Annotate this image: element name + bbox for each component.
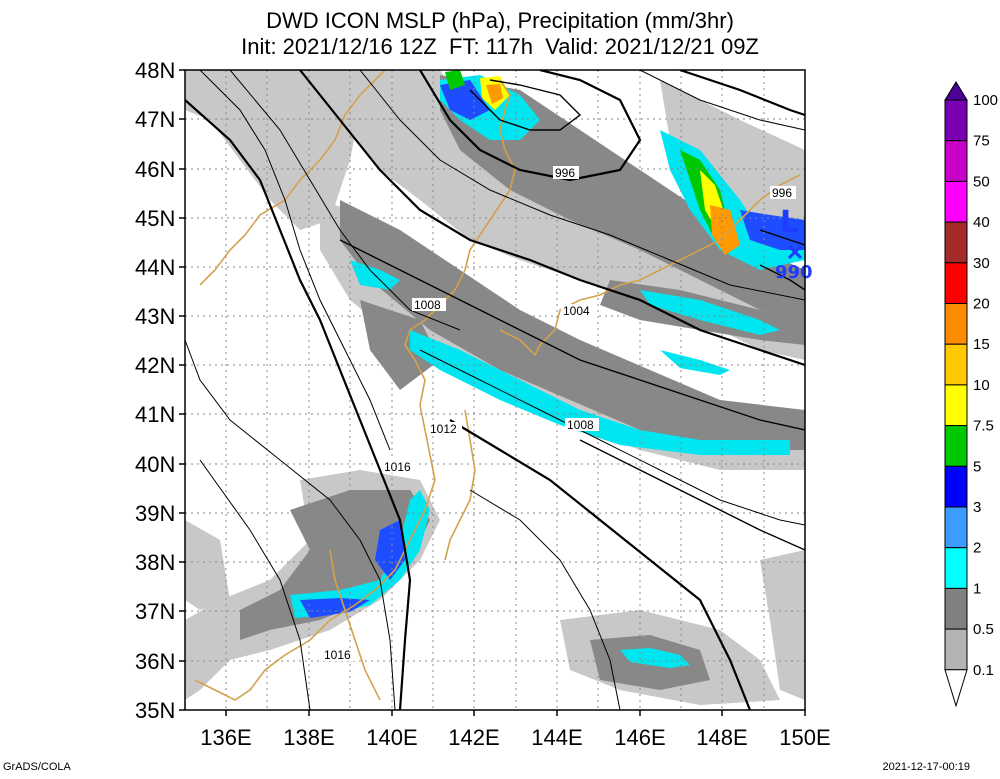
lat-label: 48N xyxy=(135,58,175,83)
colorbar-swatch xyxy=(944,221,968,264)
contour-label: 996 xyxy=(772,186,792,200)
contour-label: 996 xyxy=(555,166,575,180)
lon-label: 140E xyxy=(366,725,417,750)
precip-layer xyxy=(185,70,805,705)
colorbar-swatch xyxy=(944,303,968,345)
colorbar-swatch xyxy=(944,425,968,467)
lat-label: 44N xyxy=(135,255,175,280)
map-subtitle: Init: 2021/12/16 12Z FT: 117h Valid: 202… xyxy=(241,34,759,59)
colorbar-swatch xyxy=(944,99,968,142)
colorbar-label: 2 xyxy=(973,540,981,557)
colorbar-label: 0.5 xyxy=(973,621,994,638)
contour-label: 1016 xyxy=(384,460,411,474)
contour-label: 1016 xyxy=(324,648,351,662)
contour-label: 1004 xyxy=(563,304,590,318)
lat-label: 38N xyxy=(135,550,175,575)
precip-colorbar: 100 75 50 40 30 20 15 10 7.5 5 3 2 1 0.5 0.1 xyxy=(944,81,998,708)
lat-label: 35N xyxy=(135,698,175,723)
longitude-labels: 136E 138E 140E 142E 144E 146E 148E 150E xyxy=(200,725,830,750)
map-gridlines xyxy=(185,70,805,710)
colorbar-swatch xyxy=(944,628,968,671)
lon-label: 138E xyxy=(283,725,334,750)
low-pressure-marker: L 990 xyxy=(775,205,813,283)
colorbar-swatch xyxy=(944,669,968,708)
lat-label: 37N xyxy=(135,599,175,624)
contour-label-group: 996 996 1004 1008 1008 1012 1016 1016 xyxy=(322,166,796,662)
colorbar-swatch xyxy=(944,587,968,630)
colorbar-label: 75 xyxy=(973,133,990,150)
colorbar-swatch xyxy=(944,547,968,589)
lon-label: 144E xyxy=(531,725,582,750)
isobars xyxy=(185,70,805,710)
lat-label: 41N xyxy=(135,402,175,427)
lat-label: 45N xyxy=(135,206,175,231)
footer-timestamp: 2021-12-17-00:19 xyxy=(882,761,970,773)
colorbar-label: 40 xyxy=(973,214,990,231)
colorbar-label: 10 xyxy=(973,377,990,394)
colorbar-swatch xyxy=(944,343,968,386)
lat-label: 36N xyxy=(135,649,175,674)
colorbar-label: 15 xyxy=(973,336,990,353)
colorbar-label: 30 xyxy=(973,255,990,272)
map-title: DWD ICON MSLP (hPa), Precipitation (mm/3… xyxy=(266,8,734,33)
low-value: 990 xyxy=(775,262,813,283)
lon-label: 146E xyxy=(614,725,665,750)
lat-label: 39N xyxy=(135,501,175,526)
lon-label: 142E xyxy=(448,725,499,750)
axis-ticks xyxy=(179,69,806,716)
lon-label: 148E xyxy=(696,725,747,750)
lon-label: 136E xyxy=(200,725,251,750)
colorbar-swatch xyxy=(944,506,968,549)
colorbar-label: 100 xyxy=(973,92,998,109)
lat-label: 46N xyxy=(135,157,175,182)
colorbar-swatch xyxy=(944,384,968,427)
colorbar-swatch xyxy=(944,140,968,182)
lat-label: 47N xyxy=(135,107,175,132)
lat-label: 42N xyxy=(135,353,175,378)
plot-frame xyxy=(184,69,806,711)
colorbar-label: 50 xyxy=(973,173,990,190)
lat-label: 40N xyxy=(135,452,175,477)
colorbar-label: 1 xyxy=(973,580,981,597)
lon-label: 150E xyxy=(779,725,830,750)
colorbar-label: 3 xyxy=(973,499,981,516)
latitude-labels: 48N 47N 46N 45N 44N 43N 42N 41N 40N 39N … xyxy=(135,58,175,723)
contour-label: 1012 xyxy=(430,422,457,436)
contour-label: 1008 xyxy=(414,298,441,312)
low-center-icon xyxy=(787,244,803,260)
colorbar-label: 0.1 xyxy=(973,662,994,679)
low-symbol: L xyxy=(780,205,799,240)
colorbar-label: 5 xyxy=(973,458,981,475)
lat-label: 43N xyxy=(135,304,175,329)
coastlines xyxy=(194,70,801,701)
colorbar-swatch xyxy=(944,180,968,223)
colorbar-swatch xyxy=(944,262,968,304)
footer-credit: GrADS/COLA xyxy=(3,761,71,773)
colorbar-swatch xyxy=(944,81,968,101)
contour-label: 1008 xyxy=(567,418,594,432)
colorbar-swatch xyxy=(944,465,968,508)
colorbar-label: 20 xyxy=(973,296,990,313)
colorbar-label: 7.5 xyxy=(973,418,994,435)
